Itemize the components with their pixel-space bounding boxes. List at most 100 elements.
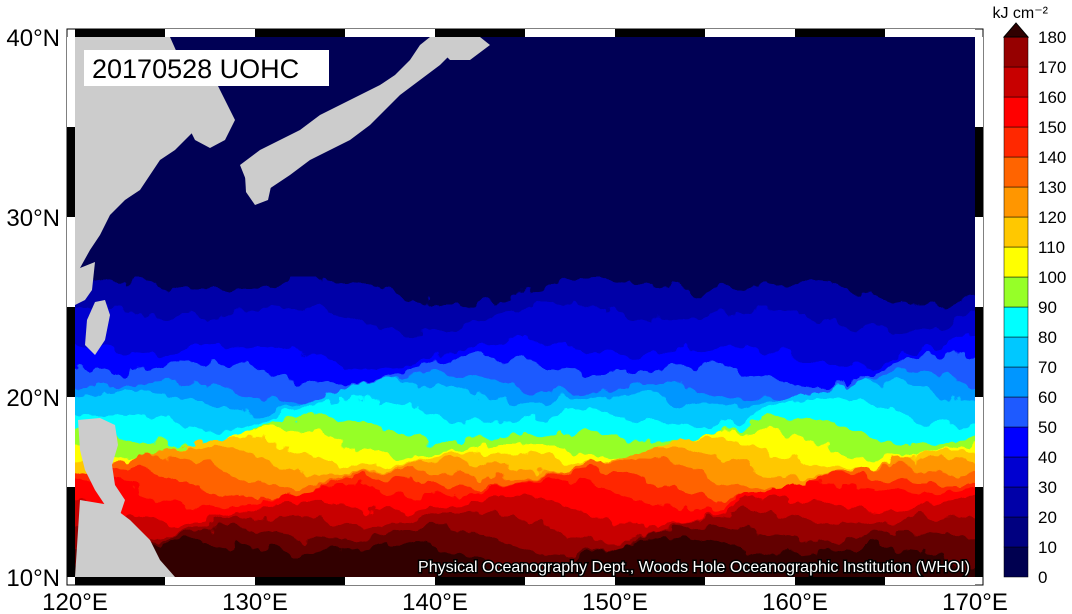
colorbar-swatch <box>1003 96 1029 128</box>
frame-tick-bottom <box>615 577 705 585</box>
frame-tick-bottom <box>795 577 885 585</box>
lon-label: 170°E <box>942 589 1008 614</box>
colorbar-tick-label: 70 <box>1038 358 1057 377</box>
colorbar-tick-label: 0 <box>1038 568 1047 587</box>
frame-tick-bottom <box>165 577 255 585</box>
frame-tick-right <box>975 127 983 217</box>
lon-label: 150°E <box>582 589 648 614</box>
frame-tick-top <box>615 29 705 37</box>
colorbar-tick-label: 160 <box>1038 88 1066 107</box>
frame-tick-left <box>67 487 75 577</box>
colorbar-swatch <box>1003 546 1029 578</box>
colorbar-tick-label: 120 <box>1038 208 1066 227</box>
heat-band-level-19 <box>75 537 975 577</box>
frame-tick-top <box>255 29 345 37</box>
colorbar-swatch <box>1003 156 1029 188</box>
colorbar-swatch <box>1003 36 1029 68</box>
frame-tick-top <box>885 29 975 37</box>
colorbar-tick-label: 50 <box>1038 418 1057 437</box>
lat-label: 30°N <box>6 205 60 232</box>
colorbar-swatch <box>1003 216 1029 248</box>
longitude-labels: 120°E 130°E 140°E 150°E 160°E 170°E <box>42 589 1008 614</box>
land-china-south <box>75 262 95 305</box>
colorbar-swatch <box>1003 456 1029 488</box>
frame-tick-bottom <box>705 577 795 585</box>
land-luzon <box>78 418 125 515</box>
colorbar-swatch <box>1003 426 1029 458</box>
frame-tick-top <box>345 29 435 37</box>
frame-ticks <box>67 29 983 585</box>
lon-label: 130°E <box>222 589 288 614</box>
colorbar-tick-label: 40 <box>1038 448 1057 467</box>
land-visayas <box>75 500 175 577</box>
land-hokkaido <box>430 37 490 60</box>
colorbar-swatch <box>1003 396 1029 428</box>
colorbar-tick-label: 130 <box>1038 178 1066 197</box>
colorbar-swatch <box>1003 66 1029 98</box>
frame-tick-bottom <box>345 577 435 585</box>
colorbar-max-extension <box>1002 22 1030 38</box>
lat-label: 20°N <box>6 385 60 412</box>
title-box: 20170528 UOHC <box>84 50 329 86</box>
frame-tick-left <box>67 217 75 307</box>
lon-label: 120°E <box>42 589 108 614</box>
frame-tick-right <box>975 487 983 577</box>
frame-tick-top <box>705 29 795 37</box>
frame-tick-bottom <box>435 577 525 585</box>
credit-text: Physical Oceanography Dept., Woods Hole … <box>418 559 970 576</box>
colorbar-unit: kJ cm⁻² <box>992 5 1048 22</box>
land-korea <box>182 72 235 148</box>
map-title: 20170528 UOHC <box>92 54 299 84</box>
frame-tick-top <box>75 29 165 37</box>
colorbar-tick-label: 20 <box>1038 508 1057 527</box>
lon-label: 160°E <box>762 589 828 614</box>
frame-tick-bottom <box>75 577 165 585</box>
frame-tick-left <box>67 397 75 487</box>
colorbar-swatch <box>1003 246 1029 278</box>
colorbar-swatch <box>1003 276 1029 308</box>
frame-tick-bottom <box>885 577 975 585</box>
land-masses <box>75 37 490 577</box>
latitude-labels: 10°N 20°N 30°N 40°N <box>6 25 60 592</box>
colorbar-tick-label: 110 <box>1038 238 1065 257</box>
frame-tick-left <box>67 127 75 217</box>
lon-label: 140°E <box>402 589 468 614</box>
colorbar-swatch <box>1003 486 1029 518</box>
colorbar-tick-label: 180 <box>1038 28 1066 47</box>
colorbar-swatch <box>1003 186 1029 218</box>
frame-tick-top <box>435 29 525 37</box>
colorbar-tick-label: 10 <box>1038 538 1057 557</box>
frame-tick-right <box>975 217 983 307</box>
frame-tick-top <box>525 29 615 37</box>
frame-tick-bottom <box>255 577 345 585</box>
colorbar-tick-label: 100 <box>1038 268 1066 287</box>
colorbar-tick-label: 150 <box>1038 118 1066 137</box>
colorbar-swatch <box>1003 516 1029 548</box>
land-taiwan <box>85 300 110 355</box>
frame-tick-right <box>975 397 983 487</box>
frame-tick-left <box>67 307 75 397</box>
colorbar: 0 10 20 30 40 50 60 70 80 90 100 110 120 130 140 150 160… <box>1002 22 1066 587</box>
colorbar-tick-label: 140 <box>1038 148 1066 167</box>
colorbar-tick-label: 30 <box>1038 478 1057 497</box>
land-japan-honshu <box>240 37 465 195</box>
frame-tick-right <box>975 37 983 127</box>
land-korea-china <box>75 37 205 275</box>
colorbar-tick-label: 80 <box>1038 328 1057 347</box>
heat-content-field <box>75 37 975 577</box>
colorbar-tick-label: 170 <box>1038 58 1066 77</box>
colorbar-swatch <box>1003 366 1029 398</box>
colorbar-tick-label: 60 <box>1038 388 1057 407</box>
lat-label: 40°N <box>6 25 60 52</box>
colorbar-swatch <box>1003 126 1029 158</box>
land-japan-kyushu <box>245 170 272 205</box>
frame-tick-bottom <box>525 577 615 585</box>
frame-tick-top <box>165 29 255 37</box>
colorbar-swatch <box>1003 306 1029 338</box>
frame-tick-right <box>975 307 983 397</box>
colorbar-swatch <box>1003 336 1029 368</box>
colorbar-tick-label: 90 <box>1038 298 1057 317</box>
frame-tick-top <box>795 29 885 37</box>
lat-label: 10°N <box>6 565 60 592</box>
